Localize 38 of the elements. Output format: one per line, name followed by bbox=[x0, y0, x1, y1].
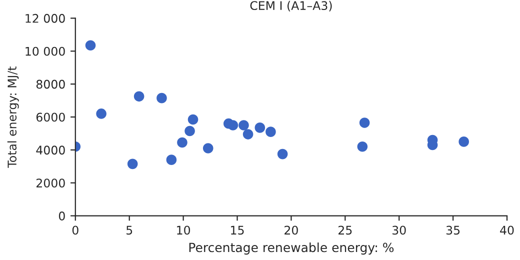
point bbox=[156, 92, 167, 104]
point bbox=[184, 126, 195, 136]
x-tick-label: 15 bbox=[231, 226, 244, 235]
chart-title: CEM I (A1–A3) bbox=[250, 0, 332, 12]
point bbox=[254, 122, 266, 133]
point bbox=[177, 137, 188, 148]
y-axis-title: Total energy: MJ/t bbox=[7, 66, 19, 168]
y-tick-label: 4000 bbox=[36, 146, 65, 155]
x-tick-label: 0 bbox=[72, 226, 78, 235]
point bbox=[359, 118, 370, 128]
x-tick-label: 5 bbox=[126, 226, 132, 235]
point bbox=[202, 143, 214, 154]
x-tick-label: 20 bbox=[284, 226, 298, 235]
point bbox=[357, 141, 368, 152]
y-tick-label: 12 000 bbox=[26, 14, 65, 23]
y-tick-label: 6000 bbox=[36, 112, 65, 122]
x-axis-title: Percentage renewable energy: % bbox=[189, 242, 394, 255]
point bbox=[266, 126, 276, 137]
x-tick-label: 30 bbox=[392, 226, 406, 235]
point bbox=[242, 129, 254, 140]
x-tick-label: 10 bbox=[177, 226, 190, 235]
point bbox=[134, 91, 144, 102]
point bbox=[96, 108, 106, 119]
y-tick-label: 0 bbox=[58, 212, 65, 220]
point bbox=[188, 114, 198, 125]
y-tick-label: 2000 bbox=[36, 178, 65, 188]
point bbox=[127, 158, 138, 170]
point bbox=[238, 120, 249, 130]
x-tick-label: 35 bbox=[446, 226, 460, 235]
point bbox=[458, 136, 469, 147]
y-tick-label: 10 000 bbox=[26, 46, 65, 56]
x-tick-label: 25 bbox=[338, 226, 352, 235]
point bbox=[228, 120, 238, 130]
point bbox=[166, 154, 177, 165]
point bbox=[277, 148, 288, 160]
point bbox=[85, 40, 96, 51]
x-tick-label: 40 bbox=[500, 226, 514, 235]
y-tick-label: 8000 bbox=[36, 80, 65, 89]
